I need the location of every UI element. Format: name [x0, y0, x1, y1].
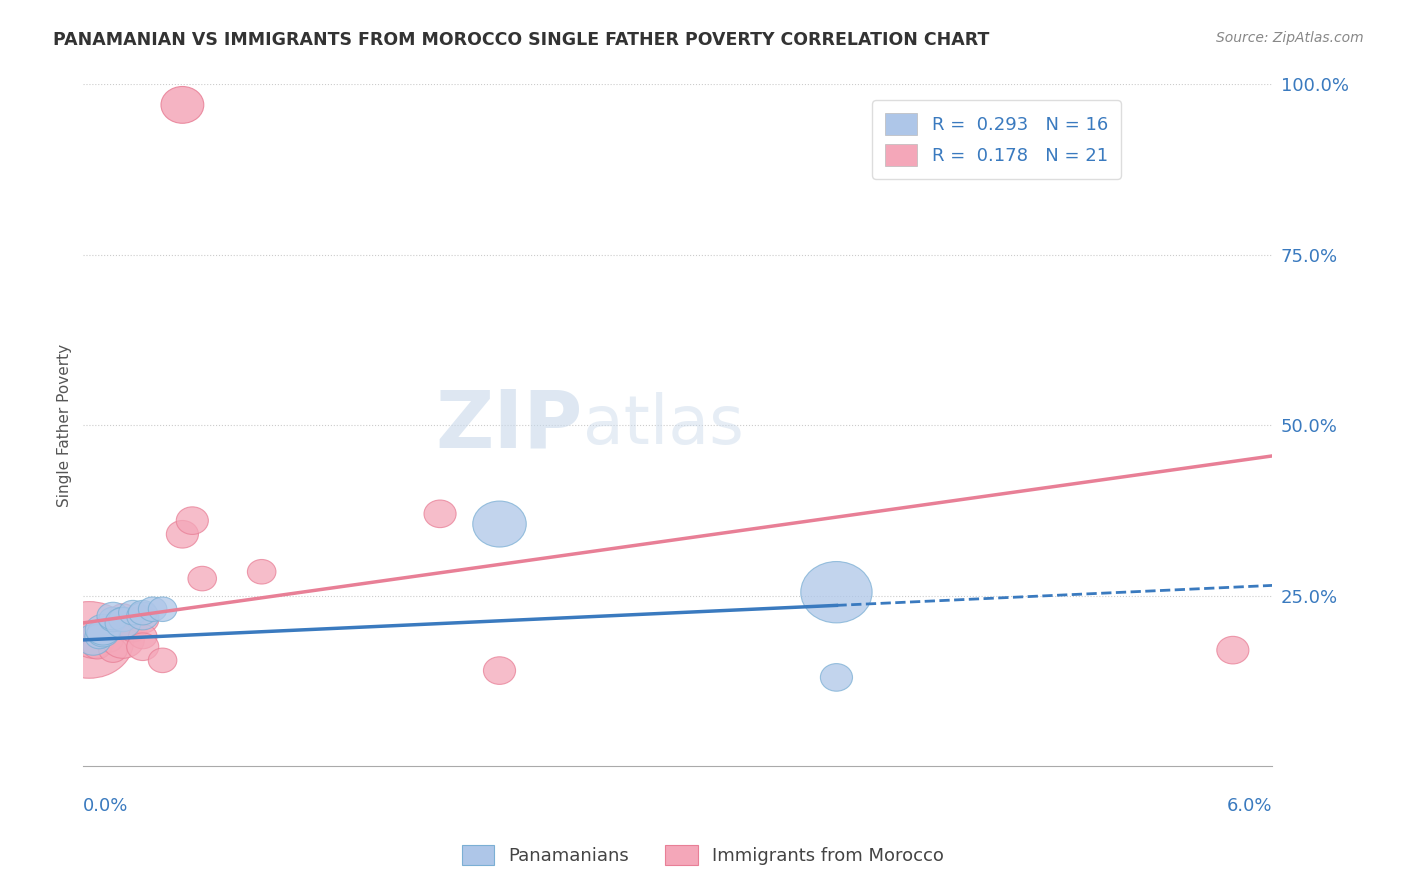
- Ellipse shape: [118, 600, 148, 625]
- Ellipse shape: [484, 657, 516, 684]
- Text: PANAMANIAN VS IMMIGRANTS FROM MOROCCO SINGLE FATHER POVERTY CORRELATION CHART: PANAMANIAN VS IMMIGRANTS FROM MOROCCO SI…: [53, 31, 990, 49]
- Ellipse shape: [160, 87, 204, 123]
- Ellipse shape: [84, 624, 114, 648]
- Ellipse shape: [98, 607, 128, 632]
- Ellipse shape: [127, 606, 159, 633]
- Ellipse shape: [148, 597, 177, 622]
- Ellipse shape: [138, 597, 167, 622]
- Ellipse shape: [247, 559, 276, 584]
- Ellipse shape: [45, 601, 134, 678]
- Ellipse shape: [89, 624, 117, 648]
- Ellipse shape: [472, 501, 526, 547]
- Ellipse shape: [101, 622, 145, 658]
- Ellipse shape: [188, 566, 217, 591]
- Text: Source: ZipAtlas.com: Source: ZipAtlas.com: [1216, 31, 1364, 45]
- Ellipse shape: [801, 562, 872, 623]
- Ellipse shape: [128, 624, 157, 648]
- Ellipse shape: [98, 638, 128, 663]
- Ellipse shape: [425, 500, 456, 528]
- Ellipse shape: [166, 520, 198, 548]
- Ellipse shape: [108, 607, 138, 632]
- Legend: R =  0.293   N = 16, R =  0.178   N = 21: R = 0.293 N = 16, R = 0.178 N = 21: [872, 100, 1121, 178]
- Ellipse shape: [76, 624, 111, 656]
- Ellipse shape: [105, 607, 141, 638]
- Ellipse shape: [127, 633, 159, 661]
- Legend: Panamanians, Immigrants from Morocco: Panamanians, Immigrants from Morocco: [454, 838, 952, 872]
- Text: 6.0%: 6.0%: [1227, 797, 1272, 814]
- Text: ZIP: ZIP: [436, 386, 582, 464]
- Ellipse shape: [1216, 636, 1249, 664]
- Ellipse shape: [87, 619, 120, 647]
- Ellipse shape: [127, 602, 159, 630]
- Ellipse shape: [176, 507, 208, 534]
- Ellipse shape: [86, 615, 121, 645]
- Ellipse shape: [108, 604, 138, 628]
- Ellipse shape: [72, 622, 115, 658]
- Ellipse shape: [820, 664, 852, 691]
- Ellipse shape: [118, 617, 148, 642]
- Ellipse shape: [83, 634, 111, 659]
- Ellipse shape: [97, 602, 129, 630]
- Ellipse shape: [94, 628, 124, 652]
- Text: atlas: atlas: [582, 392, 744, 458]
- Ellipse shape: [128, 600, 157, 625]
- Y-axis label: Single Father Poverty: Single Father Poverty: [58, 343, 72, 507]
- Text: 0.0%: 0.0%: [83, 797, 129, 814]
- Ellipse shape: [91, 615, 124, 643]
- Ellipse shape: [148, 648, 177, 673]
